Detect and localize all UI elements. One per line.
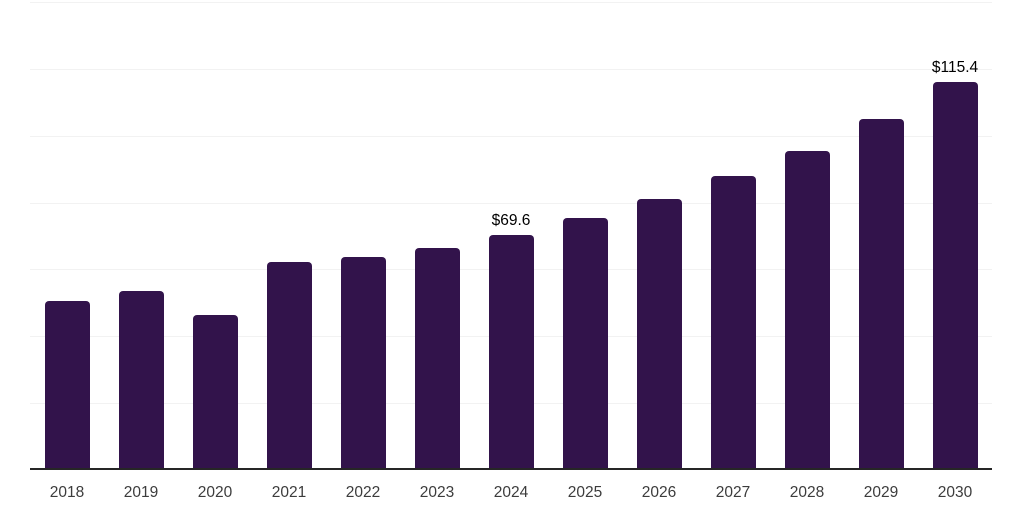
x-axis-labels: 2018 2019 2020 2021 2022 2023 2024 2025 2026 2027… <box>30 481 992 505</box>
bar-slot <box>548 217 622 468</box>
bar-slot: $69.6 <box>474 212 548 468</box>
x-tick-label-2023: 2023 <box>419 484 455 501</box>
bar-slot <box>326 257 400 468</box>
bar-2025 <box>562 217 608 468</box>
bar-slot <box>400 248 474 468</box>
bar-2026 <box>636 199 682 468</box>
bar-slot <box>696 176 770 468</box>
bars: $69.6 $115.4 <box>30 2 992 468</box>
x-tick-label-2022: 2022 <box>345 484 381 501</box>
bar-2024 <box>488 235 534 468</box>
bar-data-label: $69.6 <box>491 212 531 230</box>
bar-slot <box>30 300 104 468</box>
bar-2023 <box>414 248 460 468</box>
x-tick-label-2025: 2025 <box>567 484 603 501</box>
bar-slot <box>178 315 252 468</box>
gridline <box>30 202 992 204</box>
gridline <box>30 2 992 3</box>
bar-2019 <box>118 290 164 468</box>
bar-slot <box>844 118 918 468</box>
bar-slot <box>252 262 326 468</box>
plot-area: $69.6 $115.4 <box>30 2 992 470</box>
bar-2027 <box>710 176 756 468</box>
x-tick-label-2020: 2020 <box>197 484 233 501</box>
bar-2022 <box>340 257 386 468</box>
bar-data-label: $115.4 <box>931 59 979 77</box>
bar-slot <box>622 199 696 468</box>
bar-2030 <box>932 82 978 468</box>
bar-slot <box>104 290 178 468</box>
gridline <box>30 135 992 137</box>
x-tick-label-2026: 2026 <box>641 484 677 501</box>
bar-2018 <box>44 300 90 468</box>
x-tick-label-2021: 2021 <box>271 484 307 501</box>
x-tick-label-2030: 2030 <box>937 484 973 501</box>
bar-slot <box>770 150 844 468</box>
gridline <box>30 68 992 70</box>
x-tick-label-2024: 2024 <box>493 484 529 501</box>
bar-2021 <box>266 262 312 468</box>
bar-2020 <box>192 315 238 468</box>
bar-2028 <box>784 150 830 468</box>
x-tick-label-2028: 2028 <box>789 484 825 501</box>
x-tick-label-2018: 2018 <box>49 484 85 501</box>
x-tick-label-2019: 2019 <box>123 484 159 501</box>
x-tick-label-2029: 2029 <box>863 484 899 501</box>
x-tick-label-2027: 2027 <box>715 484 751 501</box>
bar-slot: $115.4 <box>918 59 992 468</box>
bar-2029 <box>858 118 904 468</box>
x-axis-line <box>30 468 992 470</box>
